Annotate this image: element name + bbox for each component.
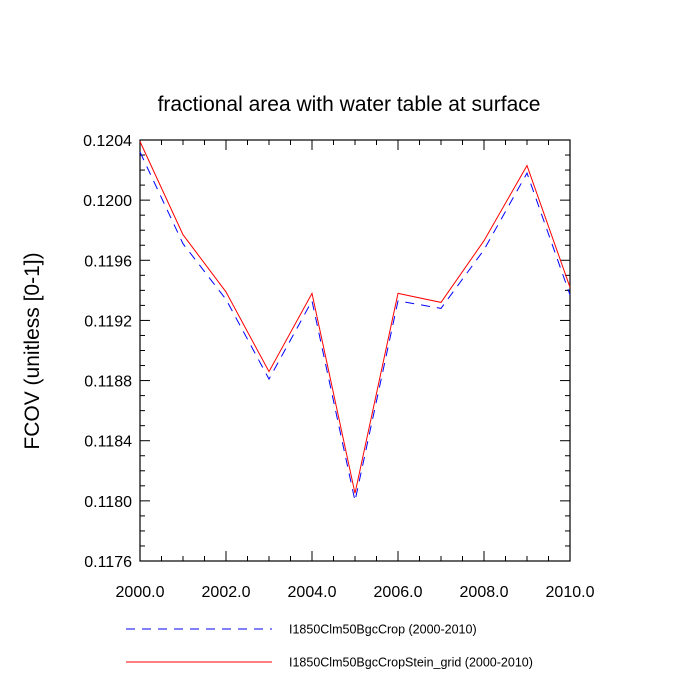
data-point [139, 151, 140, 152]
y-tick-label: 0.1200 [83, 193, 132, 210]
data-point [268, 371, 269, 372]
data-point [526, 172, 527, 173]
data-point [354, 493, 355, 494]
x-tick-label: 2002.0 [202, 584, 251, 601]
data-point [268, 378, 269, 379]
data-point [440, 308, 441, 309]
y-axis-label: FCOV (unitless [0-1]) [21, 252, 44, 449]
plot-area: 0.1176 0.1180 0.1184 0.1188 0.1192 0.1196 0.12… [83, 133, 595, 601]
y-tick-label: 0.1192 [84, 313, 132, 330]
legend-label-1: I1850Clm50BgcCrop (2000-2010) [289, 623, 477, 637]
chart-title: fractional area with water table at surf… [158, 93, 541, 116]
data-point [225, 299, 226, 300]
series-line-1 [139, 151, 571, 502]
y-tick-label: 0.1196 [84, 253, 132, 270]
data-point [483, 240, 484, 241]
data-point [354, 500, 355, 501]
x-tick-label: 2000.0 [116, 584, 165, 601]
data-point [182, 234, 183, 235]
y-tick-label: 0.1188 [84, 374, 132, 391]
data-point [483, 249, 484, 250]
legend: I1850Clm50BgcCrop (2000-2010) I1850Clm50B… [126, 623, 533, 670]
data-point [225, 291, 226, 292]
y-tick-label: 0.1184 [84, 434, 132, 451]
data-point [139, 141, 140, 142]
data-point [311, 293, 312, 294]
data-point [311, 300, 312, 301]
data-point [182, 243, 183, 244]
legend-label-2: I1850Clm50BgcCropStein_grid (2000-2010) [289, 656, 533, 670]
data-point [397, 293, 398, 294]
data-point [397, 300, 398, 301]
x-tick-label: 2010.0 [546, 584, 595, 601]
series-line-2 [139, 141, 571, 494]
x-tick-label: 2004.0 [288, 584, 337, 601]
data-point [440, 302, 441, 303]
x-tick-label: 2008.0 [460, 584, 509, 601]
data-point [526, 165, 527, 166]
y-tick-label: 0.1176 [84, 554, 132, 571]
y-tick-label: 0.1180 [84, 494, 132, 511]
data-point [569, 287, 570, 288]
data-point [569, 294, 570, 295]
y-tick-label: 0.1204 [83, 133, 132, 150]
x-tick-label: 2006.0 [374, 584, 423, 601]
